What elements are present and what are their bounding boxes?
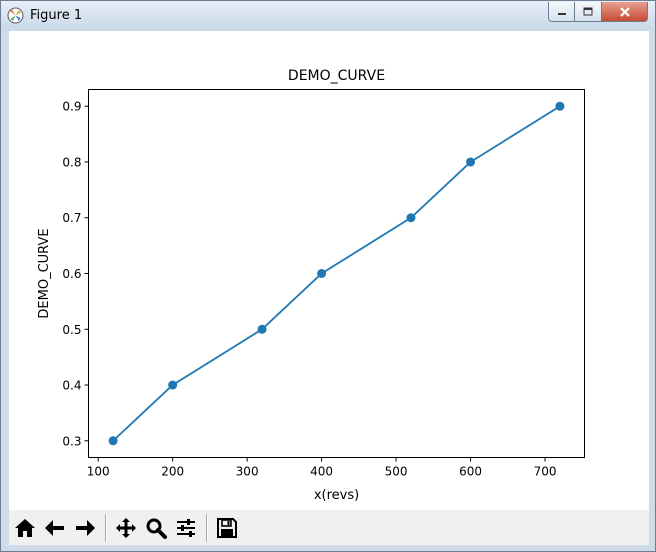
- home-button[interactable]: [12, 515, 38, 541]
- x-tick-label: 600: [459, 465, 482, 479]
- toolbar-separator: [206, 514, 208, 542]
- data-point[interactable]: [108, 436, 118, 446]
- minimize-button[interactable]: [548, 2, 575, 22]
- y-axis-label: DEMO_CURVE: [37, 228, 52, 318]
- x-axis-label: x(revs): [314, 488, 359, 503]
- configure-subplots-button[interactable]: [173, 515, 199, 541]
- zoom-button[interactable]: [143, 515, 169, 541]
- home-icon: [15, 519, 35, 537]
- matplotlib-logo-icon: [7, 7, 24, 24]
- data-point[interactable]: [257, 324, 267, 334]
- y-tick-label: 0.8: [62, 155, 81, 169]
- x-tick-label: 300: [236, 465, 259, 479]
- y-tick-label: 0.6: [62, 267, 81, 281]
- chart[interactable]: DEMO_CURVE x(revs) DEMO_CURVE 100 200 300 4…: [9, 31, 649, 510]
- back-arrow-icon: [45, 520, 64, 536]
- save-icon: [217, 518, 237, 538]
- series-group: [108, 101, 565, 446]
- data-point[interactable]: [406, 213, 416, 223]
- data-point[interactable]: [317, 269, 327, 278]
- y-tick-label: 0.5: [62, 323, 81, 337]
- x-tick-label: 400: [310, 465, 333, 479]
- window-title: Figure 1: [30, 8, 83, 23]
- forward-arrow-icon: [76, 520, 95, 536]
- y-tick-label: 0.7: [62, 211, 81, 225]
- close-button[interactable]: [602, 2, 648, 22]
- x-tick-label: 700: [534, 465, 557, 479]
- maximize-icon: [583, 7, 593, 15]
- forward-button[interactable]: [72, 515, 98, 541]
- pan-icon: [116, 518, 136, 538]
- maximize-button[interactable]: [575, 2, 602, 22]
- navigation-toolbar: [9, 510, 649, 545]
- back-button[interactable]: [42, 515, 68, 541]
- close-icon: [619, 6, 630, 17]
- data-point[interactable]: [168, 380, 178, 390]
- configure-subplots-icon: [177, 519, 195, 537]
- y-tick-label: 0.4: [62, 379, 81, 393]
- zoom-icon: [146, 518, 167, 539]
- y-tick-label: 0.3: [62, 434, 81, 448]
- x-tick-label: 100: [87, 465, 110, 479]
- minimize-icon: [557, 12, 566, 15]
- title-bar[interactable]: Figure 1: [1, 1, 655, 30]
- save-button[interactable]: [214, 515, 240, 541]
- x-tick-label: 500: [385, 465, 408, 479]
- toolbar-separator: [105, 514, 107, 542]
- y-tick-label: 0.9: [62, 100, 81, 114]
- data-point[interactable]: [555, 101, 565, 111]
- pan-button[interactable]: [113, 515, 139, 541]
- chart-title: DEMO_CURVE: [288, 68, 385, 84]
- figure-canvas-area: DEMO_CURVE x(revs) DEMO_CURVE 100 200 300 4…: [9, 31, 649, 545]
- y-axis-ticks: 0.3 0.4 0.5 0.6 0.7 0.8 0.9: [62, 100, 89, 448]
- x-tick-label: 200: [161, 465, 184, 479]
- data-point[interactable]: [466, 157, 476, 167]
- x-axis-ticks: 100 200 300 400 500 600 700: [87, 457, 557, 479]
